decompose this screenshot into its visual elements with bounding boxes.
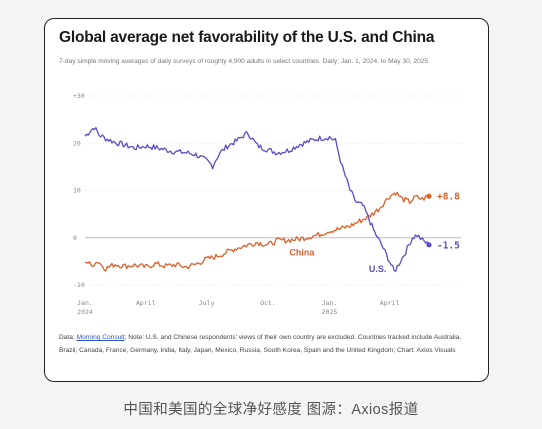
series-end-label-china: +8.8 [437,192,460,203]
y-tick-label: 0 [73,234,77,242]
series-end-point-us [426,242,432,248]
note-text: ; Note: U.S. and Chinese respondents' vi… [59,334,462,354]
source-link[interactable]: Morning Consult [76,334,125,341]
series-line-china [84,191,430,272]
x-tick-label: Oct. [260,299,276,307]
chart-title: Global average net favorability of the U… [59,29,435,46]
x-tick-label: April [136,299,156,307]
chart-card: Global average net favorability of the U… [44,18,489,382]
note-prefix: Data: [59,334,77,341]
x-tick-label: April [380,299,400,307]
x-tick-label: July [199,299,215,307]
series-end-point-china [426,193,432,199]
series-line-us [84,126,430,272]
y-tick-label: 10 [73,187,81,195]
source-note: Data: Morning Consult; Note: U.S. and Ch… [59,331,479,357]
series-label-us: U.S. [369,264,387,274]
series-end-label-us: -1.5 [437,240,460,251]
x-tick-label: Jan. [322,299,338,307]
series-label-china: China [289,248,315,258]
y-tick-label: +30 [73,92,85,100]
image-caption: 中国和美国的全球净好感度 图源：Axios报道 [123,402,419,418]
y-tick-label: 20 [73,139,81,147]
chart-subtitle: 7-day simple moving averages of daily su… [59,58,429,65]
x-tick-label: Jan. [77,299,93,307]
x-tick-sublabel: 2025 [322,308,338,316]
x-tick-sublabel: 2024 [77,308,93,316]
y-tick-label: -10 [73,281,85,289]
